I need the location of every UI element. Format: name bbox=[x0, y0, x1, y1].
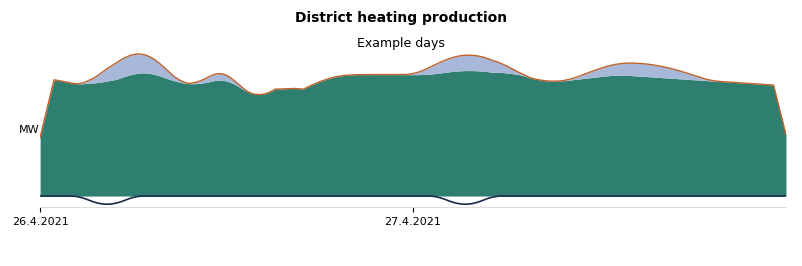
Text: District heating production: District heating production bbox=[295, 11, 507, 25]
Y-axis label: MW: MW bbox=[18, 125, 39, 135]
Text: Example days: Example days bbox=[357, 37, 445, 50]
